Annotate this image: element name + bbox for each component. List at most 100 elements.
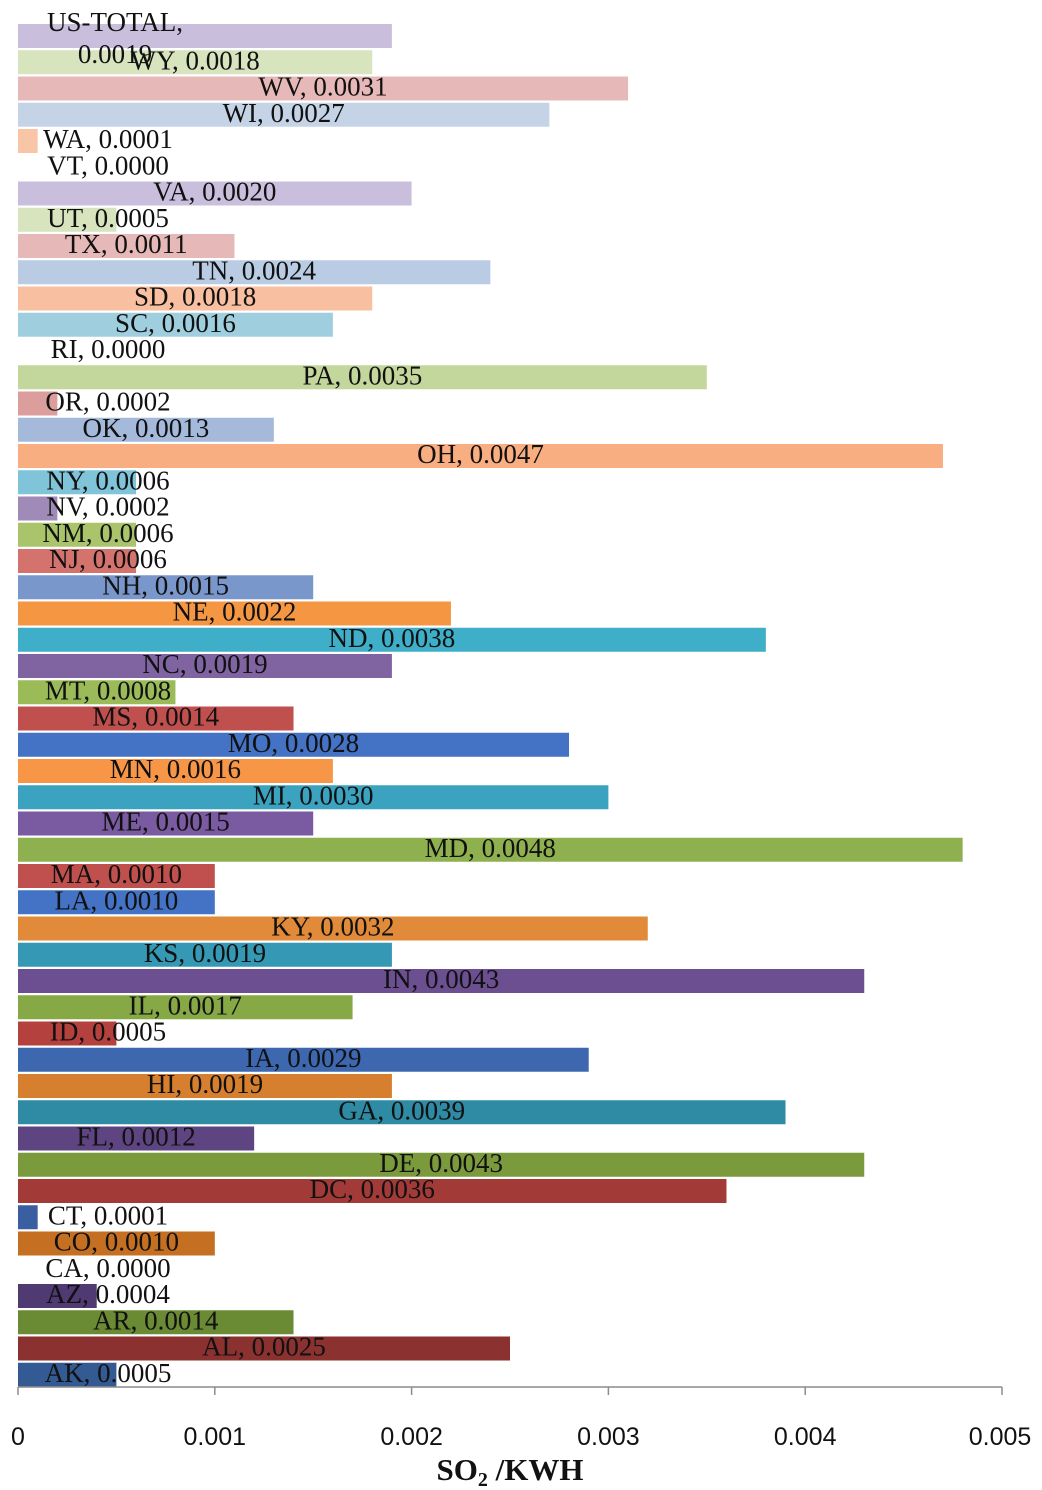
bar-mn — [18, 759, 333, 783]
bar-label-ms: MS, 0.0014 — [92, 702, 219, 732]
bar-label-az: AZ, 0.0004 — [46, 1279, 170, 1309]
bar-ks — [18, 942, 392, 967]
bar-pa — [18, 365, 707, 390]
bar-de — [18, 1152, 865, 1177]
bar-tx — [18, 234, 235, 258]
bar-ct — [18, 1205, 38, 1230]
bar-label-oh: OH, 0.0047 — [417, 439, 544, 469]
bar-label-ma: MA, 0.0010 — [51, 859, 182, 889]
bar-label-pa: PA, 0.0035 — [303, 360, 423, 390]
bar-label-wy: WY, 0.0018 — [130, 45, 259, 75]
bar-label-tn: TN, 0.0024 — [192, 255, 316, 285]
bar-label-id: ID, 0.0005 — [50, 1017, 166, 1047]
x-tick-label-4: 0.004 — [774, 1423, 837, 1451]
bar-label-ut: UT, 0.0005 — [47, 203, 169, 233]
bar-dc — [18, 1179, 727, 1203]
bar-label-mo: MO, 0.0028 — [228, 728, 359, 758]
bar-label-hi: HI, 0.0019 — [147, 1069, 263, 1099]
x-tick-label-5: 0.005 — [969, 1423, 1032, 1451]
bar-nd — [18, 627, 766, 652]
bar-label-nc: NC, 0.0019 — [142, 649, 267, 679]
bar-ky — [18, 916, 648, 941]
bar-label-ca: CA, 0.0000 — [45, 1253, 170, 1283]
bar-label-ct: CT, 0.0001 — [48, 1200, 168, 1230]
bar-nc — [18, 654, 392, 678]
bar-label-mn: MN, 0.0016 — [110, 754, 241, 784]
bar-label-ia: IA, 0.0029 — [245, 1043, 361, 1073]
bar-in — [18, 969, 865, 993]
bar-label-ok: OK, 0.0013 — [83, 413, 210, 443]
bar-label-nd: ND, 0.0038 — [329, 623, 456, 653]
bar-mo — [18, 732, 570, 757]
bar-label-va: VA, 0.0020 — [153, 177, 276, 207]
bar-label-ak: AK, 0.0005 — [45, 1358, 172, 1388]
bar-sc — [18, 312, 333, 337]
x-tick-label-1: 0.001 — [184, 1423, 247, 1451]
bar-wy — [18, 50, 373, 75]
bar-label-us-total-value: 0.0019 — [78, 39, 152, 69]
bar-mt — [18, 680, 176, 705]
bar-tn — [18, 260, 491, 285]
bar-label-wa: WA, 0.0001 — [43, 124, 173, 154]
bar-nj — [18, 549, 137, 573]
bar-label-sc: SC, 0.0016 — [115, 308, 236, 338]
bar-label-mt: MT, 0.0008 — [45, 675, 171, 705]
bar-label-md: MD, 0.0048 — [425, 833, 556, 863]
bar-nv — [18, 496, 58, 521]
bar-ma — [18, 864, 215, 888]
bar-wa — [18, 129, 38, 153]
bar-label-vt: VT, 0.0000 — [47, 150, 169, 180]
bar-us-total — [18, 24, 392, 48]
bar-label-wv: WV, 0.0031 — [258, 72, 387, 102]
bar-ok — [18, 417, 274, 442]
bar-label-in: IN, 0.0043 — [383, 964, 499, 994]
bar-va — [18, 181, 412, 206]
bar-label-co: CO, 0.0010 — [54, 1227, 179, 1257]
bar-label-la: LA, 0.0010 — [55, 885, 179, 915]
bar-ak — [18, 1362, 117, 1387]
x-tick-label-3: 0.003 — [577, 1423, 640, 1451]
bar-label-ri: RI, 0.0000 — [51, 334, 166, 364]
bar-label-al: AL, 0.0025 — [202, 1332, 326, 1362]
bar-label-sd: SD, 0.0018 — [134, 282, 256, 312]
bar-ms — [18, 706, 294, 731]
bar-label-dc: DC, 0.0036 — [310, 1174, 435, 1204]
bar-al — [18, 1336, 510, 1361]
bar-la — [18, 890, 215, 915]
bar-label-ga: GA, 0.0039 — [338, 1095, 465, 1125]
bar-hi — [18, 1074, 392, 1098]
bar-nh — [18, 575, 314, 600]
bar-label-ne: NE, 0.0022 — [173, 597, 297, 627]
bar-az — [18, 1284, 97, 1308]
bar-me — [18, 811, 314, 836]
bar-ny — [18, 470, 137, 495]
bar-sd — [18, 286, 373, 311]
bar-label-ks: KS, 0.0019 — [144, 938, 266, 968]
bar-label-il: IL, 0.0017 — [129, 990, 242, 1020]
bar-label-ny: NY, 0.0006 — [46, 465, 169, 495]
bar-il — [18, 995, 353, 1020]
bar-label-mi: MI, 0.0030 — [253, 780, 374, 810]
bar-label-ar: AR, 0.0014 — [93, 1305, 219, 1335]
x-tick-label-0: 0 — [11, 1423, 25, 1451]
bar-mi — [18, 785, 609, 810]
bar-label-fl: FL, 0.0012 — [76, 1122, 195, 1152]
bar-md — [18, 837, 963, 862]
bar-label-us-total-name: US-TOTAL, — [47, 7, 183, 37]
bar-fl — [18, 1126, 255, 1151]
bar-label-ky: KY, 0.0032 — [271, 912, 394, 942]
bar-or — [18, 391, 58, 416]
bar-wv — [18, 76, 629, 101]
x-tick-label-2: 0.002 — [380, 1423, 443, 1451]
bar-ar — [18, 1310, 294, 1335]
bar-label-tx: TX, 0.0011 — [65, 229, 188, 259]
bar-label-nh: NH, 0.0015 — [102, 570, 229, 600]
bar-label-nj: NJ, 0.0006 — [49, 544, 167, 574]
bar-nm — [18, 522, 137, 547]
bar-co — [18, 1231, 215, 1256]
bar-ia — [18, 1047, 589, 1072]
bar-oh — [18, 444, 943, 468]
bar-label-me: ME, 0.0015 — [101, 807, 229, 837]
